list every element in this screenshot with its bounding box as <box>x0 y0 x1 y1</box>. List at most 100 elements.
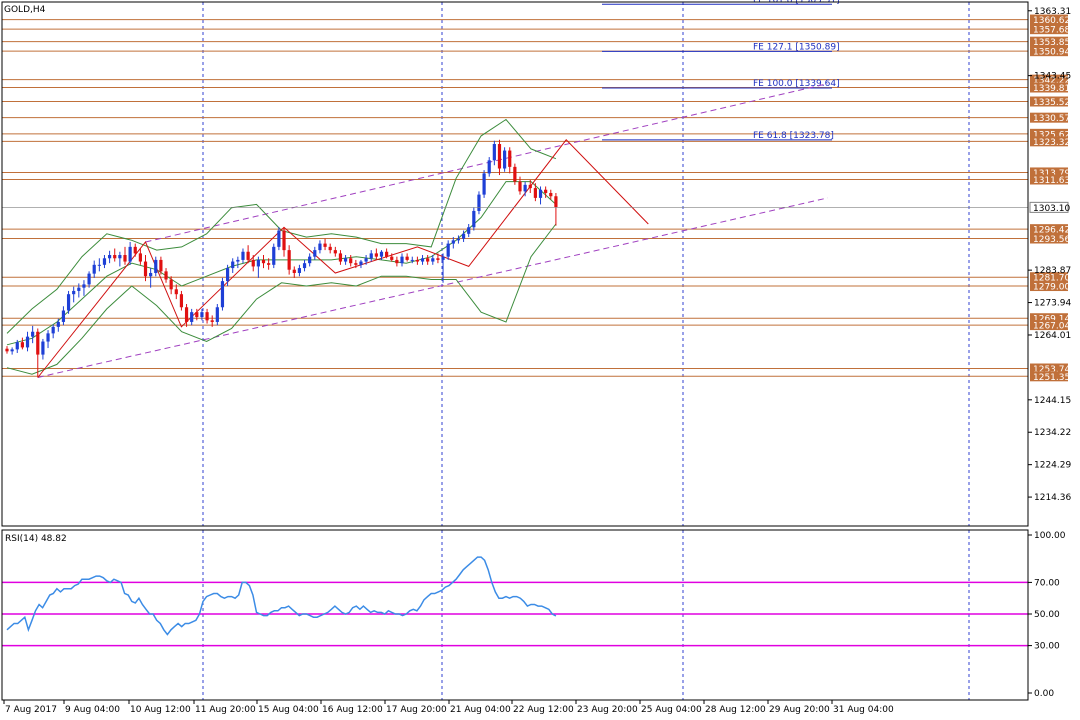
candle[interactable] <box>241 248 245 264</box>
candle[interactable] <box>277 227 281 251</box>
candle[interactable] <box>77 283 81 298</box>
candle[interactable] <box>169 276 173 295</box>
candle[interactable] <box>461 230 466 242</box>
candle[interactable] <box>41 338 45 360</box>
candle[interactable] <box>154 256 158 277</box>
candle[interactable] <box>282 227 286 257</box>
candle[interactable] <box>72 286 76 303</box>
channel-lower-line[interactable] <box>37 197 828 378</box>
candle[interactable] <box>528 179 532 193</box>
candle[interactable] <box>225 264 230 287</box>
candle[interactable] <box>308 253 312 267</box>
candle[interactable] <box>102 255 107 269</box>
candle[interactable] <box>66 290 71 314</box>
candle[interactable] <box>503 147 507 172</box>
candle[interactable] <box>313 246 317 260</box>
candle[interactable] <box>549 189 553 200</box>
candle[interactable] <box>200 308 204 321</box>
candle[interactable] <box>82 280 86 296</box>
channel-upper-line[interactable] <box>145 83 828 243</box>
candle[interactable] <box>426 255 430 265</box>
candle[interactable] <box>215 303 219 326</box>
candle[interactable] <box>369 250 373 262</box>
candle[interactable] <box>128 241 132 265</box>
candle[interactable] <box>379 250 384 260</box>
candle[interactable] <box>297 264 302 277</box>
candle[interactable] <box>456 235 461 244</box>
candle[interactable] <box>441 253 445 283</box>
candle[interactable] <box>210 315 214 327</box>
candle[interactable] <box>179 290 184 311</box>
candle[interactable] <box>385 248 389 259</box>
candle[interactable] <box>159 256 163 275</box>
candle[interactable] <box>195 308 199 321</box>
candle[interactable] <box>508 147 512 174</box>
candle[interactable] <box>467 224 471 238</box>
candle[interactable] <box>395 256 399 267</box>
candle[interactable] <box>220 277 225 311</box>
candle[interactable] <box>497 139 502 176</box>
candle[interactable] <box>323 238 327 251</box>
candle[interactable] <box>446 240 450 260</box>
candle[interactable] <box>436 253 440 264</box>
candle[interactable] <box>133 243 137 257</box>
candle[interactable] <box>538 186 543 205</box>
candle[interactable] <box>349 255 353 267</box>
candle[interactable] <box>61 306 66 326</box>
candle[interactable] <box>410 256 414 264</box>
rsi-panel[interactable] <box>2 530 1028 700</box>
candle[interactable] <box>113 248 117 262</box>
candle[interactable] <box>123 246 127 265</box>
candle[interactable] <box>87 271 91 288</box>
candle[interactable] <box>25 331 30 352</box>
candle[interactable] <box>36 328 40 378</box>
candle[interactable] <box>477 191 481 215</box>
candle[interactable] <box>231 258 235 273</box>
candle[interactable] <box>15 339 19 353</box>
candle[interactable] <box>97 258 101 272</box>
candle[interactable] <box>400 253 404 267</box>
candle[interactable] <box>374 248 378 260</box>
candle[interactable] <box>492 140 496 166</box>
candle[interactable] <box>138 248 142 265</box>
candle[interactable] <box>343 255 348 265</box>
candle[interactable] <box>256 256 260 278</box>
candle[interactable] <box>487 157 491 177</box>
candle[interactable] <box>482 170 486 198</box>
candle[interactable] <box>143 255 148 282</box>
candle[interactable] <box>174 284 178 300</box>
candle[interactable] <box>420 255 425 265</box>
candle[interactable] <box>190 308 194 326</box>
candle[interactable] <box>31 325 35 344</box>
candle[interactable] <box>328 243 332 254</box>
candle[interactable] <box>405 253 409 262</box>
candle[interactable] <box>118 251 122 267</box>
candle[interactable] <box>431 255 435 265</box>
candle[interactable] <box>451 237 455 249</box>
candle[interactable] <box>354 259 358 269</box>
candle[interactable] <box>544 186 548 198</box>
price-panel[interactable]: FE 161.8 [1365.31] FE 127.1 [1350.89] FE 1… <box>2 0 1028 526</box>
candle[interactable] <box>267 258 271 270</box>
candle[interactable] <box>318 240 322 254</box>
candle[interactable] <box>261 255 266 269</box>
candle[interactable] <box>518 176 522 195</box>
candle[interactable] <box>364 255 368 265</box>
candle[interactable] <box>184 303 189 327</box>
candle[interactable] <box>472 207 476 231</box>
candle[interactable] <box>302 259 307 272</box>
candle[interactable] <box>246 245 250 264</box>
candle[interactable] <box>92 260 96 278</box>
candle[interactable] <box>287 245 291 275</box>
candle[interactable] <box>164 268 168 283</box>
candle[interactable] <box>523 181 527 197</box>
candle[interactable] <box>533 183 537 202</box>
candle[interactable] <box>10 347 14 355</box>
candle[interactable] <box>359 259 363 269</box>
candle[interactable] <box>236 256 240 269</box>
candle[interactable] <box>292 266 296 278</box>
candle[interactable] <box>272 243 276 269</box>
candle[interactable] <box>415 256 419 265</box>
candle[interactable] <box>205 308 209 324</box>
